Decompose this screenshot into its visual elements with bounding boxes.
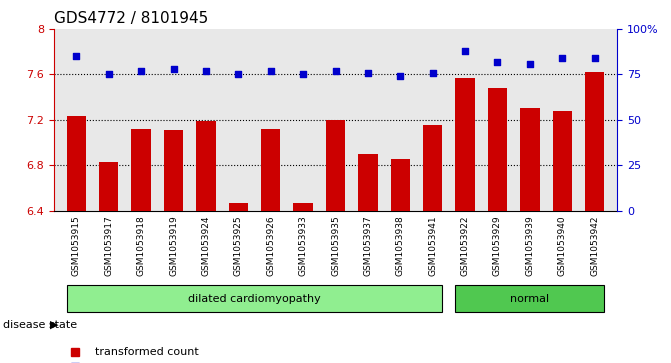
Bar <box>552 111 572 211</box>
Point <box>395 73 406 79</box>
Point <box>201 68 211 74</box>
Point <box>298 72 309 77</box>
Point <box>265 68 276 74</box>
Bar <box>164 130 183 211</box>
Point <box>168 66 179 72</box>
Point <box>233 72 244 77</box>
Point <box>492 59 503 65</box>
Text: normal: normal <box>511 294 550 303</box>
Bar <box>66 117 86 211</box>
Bar <box>261 129 280 211</box>
Bar <box>326 120 345 211</box>
FancyBboxPatch shape <box>66 285 442 312</box>
Bar <box>196 121 215 211</box>
FancyBboxPatch shape <box>456 285 605 312</box>
Point <box>103 72 114 77</box>
Point <box>460 48 470 54</box>
Text: GDS4772 / 8101945: GDS4772 / 8101945 <box>54 12 208 26</box>
Point <box>71 53 82 59</box>
Point <box>525 61 535 66</box>
Bar <box>293 203 313 211</box>
Bar <box>423 126 442 211</box>
Bar <box>391 159 410 211</box>
Text: disease state: disease state <box>3 320 77 330</box>
Point <box>330 68 341 74</box>
Bar <box>488 88 507 211</box>
Point <box>589 55 600 61</box>
Bar <box>358 154 378 211</box>
Legend: transformed count, percentile rank within the sample: transformed count, percentile rank withi… <box>59 343 287 363</box>
Point <box>427 70 438 76</box>
Bar <box>99 162 119 211</box>
Text: dilated cardiomyopathy: dilated cardiomyopathy <box>188 294 321 303</box>
Bar <box>456 78 475 211</box>
Point <box>557 55 568 61</box>
Bar <box>520 109 539 211</box>
Bar <box>585 72 605 211</box>
Point <box>362 70 373 76</box>
Point <box>136 68 146 74</box>
Bar <box>229 203 248 211</box>
Bar <box>132 129 151 211</box>
Text: ▶: ▶ <box>50 320 59 330</box>
